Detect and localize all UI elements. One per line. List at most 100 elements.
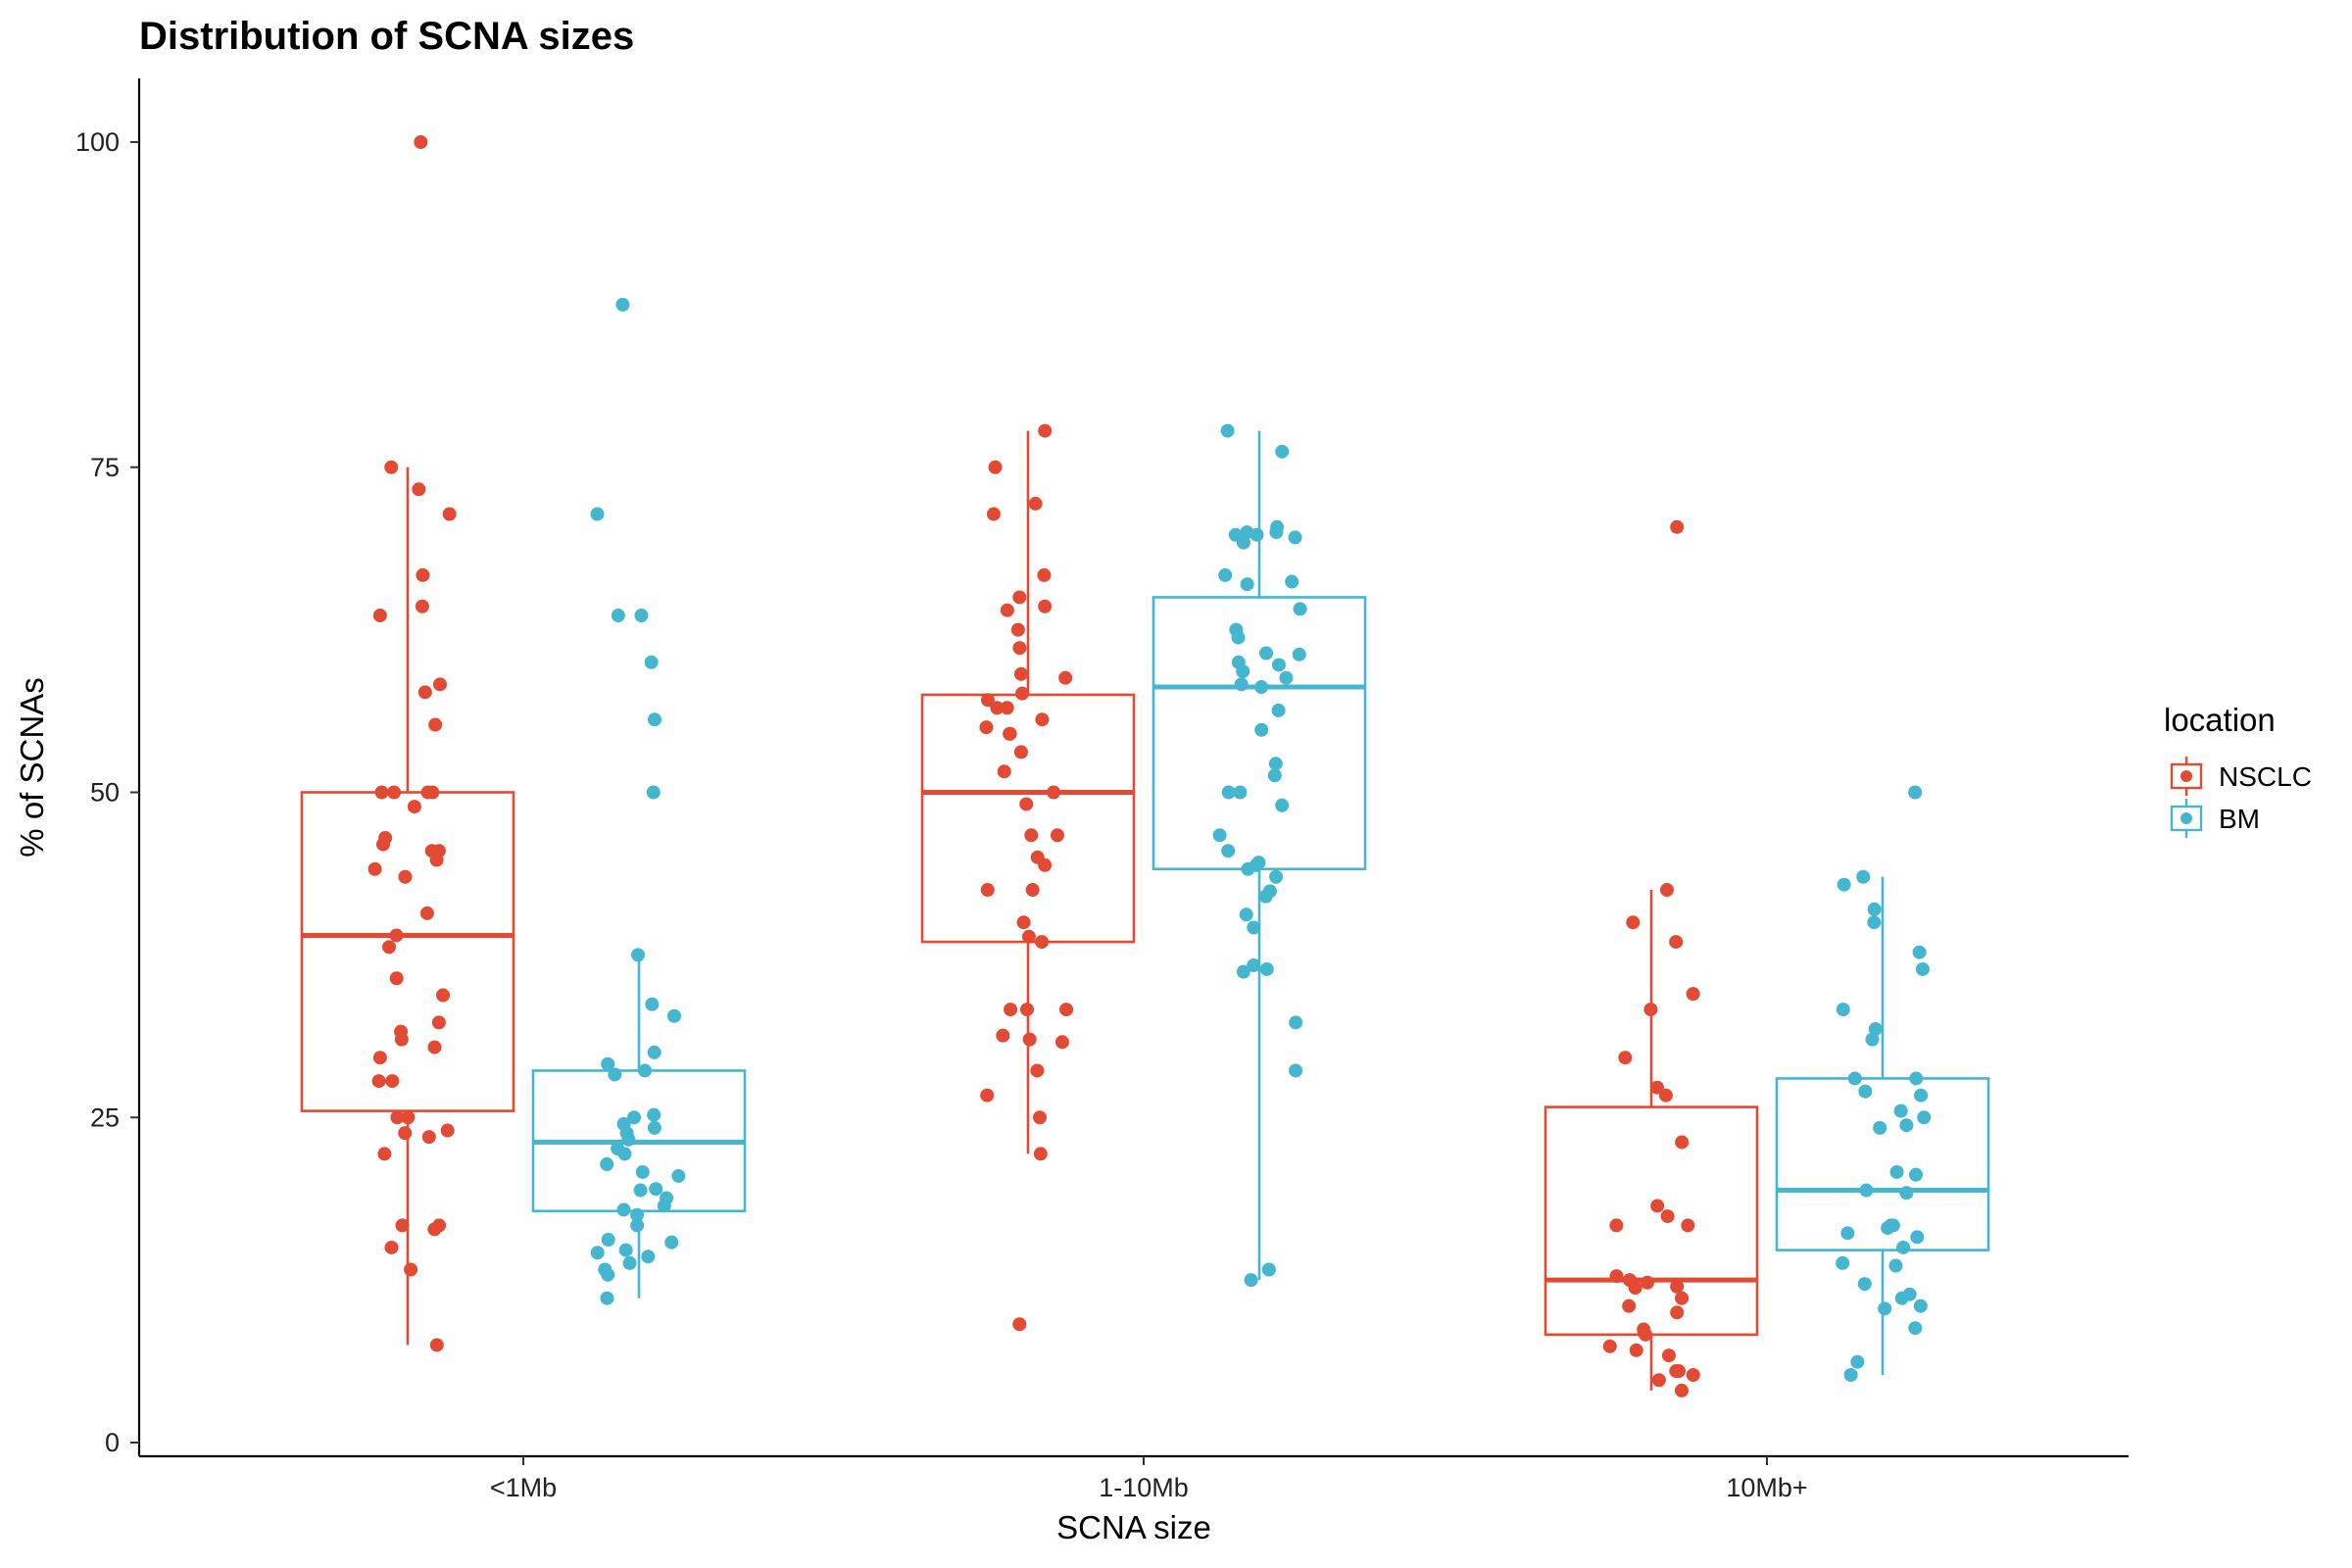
data-point-nsclc bbox=[1650, 1199, 1665, 1213]
data-point-bm bbox=[1218, 567, 1233, 582]
data-point-bm bbox=[1909, 1071, 1924, 1086]
data-point-nsclc bbox=[1035, 712, 1050, 727]
data-point-nsclc bbox=[1010, 622, 1025, 637]
legend-items: NSCLC BM bbox=[2170, 757, 2312, 838]
data-point-bm bbox=[615, 297, 630, 312]
data-point-bm bbox=[1244, 1273, 1258, 1288]
data-point-nsclc bbox=[1021, 929, 1036, 944]
data-point-bm bbox=[1868, 1022, 1883, 1037]
data-point-bm bbox=[1867, 902, 1882, 916]
data-point-nsclc bbox=[1013, 666, 1028, 681]
chart-title: Distribution of SCNA sizes bbox=[139, 15, 634, 58]
data-point-bm bbox=[1259, 961, 1274, 976]
data-point-nsclc bbox=[1047, 785, 1061, 800]
data-point-nsclc bbox=[1618, 1051, 1633, 1065]
data-point-bm bbox=[1837, 877, 1851, 892]
data-point-nsclc bbox=[427, 1040, 442, 1054]
data-point-bm bbox=[1843, 1367, 1858, 1382]
x-tick-label: 10Mb+ bbox=[1726, 1473, 1807, 1502]
data-point-nsclc bbox=[1622, 1298, 1637, 1313]
data-point-nsclc bbox=[1038, 599, 1053, 613]
data-point-bm bbox=[590, 507, 605, 521]
data-point-nsclc bbox=[375, 837, 390, 852]
data-point-nsclc bbox=[374, 785, 389, 800]
data-point-bm bbox=[1254, 722, 1269, 737]
data-point-nsclc bbox=[372, 609, 387, 623]
data-point-nsclc bbox=[395, 1218, 410, 1233]
data-point-bm bbox=[647, 1107, 662, 1122]
data-point-bm bbox=[1275, 798, 1290, 812]
data-point-bm bbox=[1247, 920, 1261, 935]
data-point-nsclc bbox=[1670, 1279, 1685, 1294]
data-point-nsclc bbox=[1030, 1063, 1045, 1078]
data-point-nsclc bbox=[1035, 935, 1050, 950]
data-point-nsclc bbox=[382, 940, 397, 955]
data-point-bm bbox=[1267, 768, 1282, 783]
data-point-nsclc bbox=[1675, 1291, 1690, 1305]
data-point-nsclc bbox=[1016, 915, 1031, 930]
data-point-bm bbox=[1259, 646, 1274, 661]
data-point-nsclc bbox=[1028, 496, 1043, 511]
points-layer bbox=[368, 135, 1932, 1397]
data-point-nsclc bbox=[414, 135, 428, 149]
data-point-bm bbox=[1288, 530, 1302, 545]
data-point-nsclc bbox=[385, 1074, 400, 1089]
data-point-nsclc bbox=[429, 1338, 444, 1352]
data-point-nsclc bbox=[1033, 1147, 1048, 1161]
boxplot-nsclc-2 bbox=[1544, 890, 1759, 1391]
data-point-bm bbox=[1268, 757, 1283, 771]
data-point-bm bbox=[1293, 602, 1307, 616]
x-axis-ticks: <1Mb 1-10Mb 10Mb+ bbox=[490, 1456, 1808, 1502]
data-point-nsclc bbox=[417, 685, 432, 700]
data-point-bm bbox=[1236, 535, 1250, 550]
data-point-bm bbox=[1847, 1071, 1862, 1086]
data-point-bm bbox=[1865, 1032, 1880, 1047]
data-point-bm bbox=[1261, 1262, 1276, 1277]
data-point-bm bbox=[1271, 703, 1286, 717]
data-point-bm bbox=[1859, 1183, 1874, 1198]
data-point-nsclc bbox=[384, 1240, 399, 1254]
data-point-nsclc bbox=[371, 1074, 386, 1089]
data-point-nsclc bbox=[1000, 701, 1014, 715]
data-point-nsclc bbox=[1037, 567, 1052, 582]
box-iqr bbox=[300, 791, 515, 1112]
y-tick-label: 100 bbox=[75, 127, 120, 157]
data-point-bm bbox=[647, 712, 662, 727]
data-point-nsclc bbox=[1659, 883, 1674, 898]
data-point-nsclc bbox=[1649, 1080, 1664, 1095]
data-point-nsclc bbox=[1012, 641, 1027, 656]
data-point-bm bbox=[622, 1255, 637, 1270]
data-point-nsclc bbox=[1660, 1209, 1675, 1224]
data-point-nsclc bbox=[1019, 797, 1034, 811]
data-point-nsclc bbox=[398, 869, 413, 884]
data-point-bm bbox=[1915, 961, 1930, 976]
data-point-nsclc bbox=[1015, 686, 1030, 701]
data-point-bm bbox=[1881, 1221, 1895, 1236]
data-point-bm bbox=[1233, 785, 1248, 800]
data-point-bm bbox=[621, 1132, 636, 1147]
data-point-bm bbox=[647, 1120, 662, 1135]
data-point-nsclc bbox=[1670, 519, 1685, 534]
data-point-nsclc bbox=[1609, 1269, 1624, 1284]
data-point-bm bbox=[1840, 1226, 1855, 1241]
data-point-nsclc bbox=[1038, 423, 1053, 438]
data-point-bm bbox=[1221, 785, 1236, 800]
data-point-nsclc bbox=[1022, 1032, 1037, 1047]
data-point-bm bbox=[611, 609, 625, 623]
box-iqr bbox=[1544, 1105, 1759, 1337]
data-point-bm bbox=[618, 1243, 633, 1257]
y-axis-title: % of SCNAs bbox=[14, 677, 50, 857]
data-point-nsclc bbox=[387, 785, 402, 800]
data-point-bm bbox=[590, 1246, 605, 1260]
data-point-nsclc bbox=[436, 988, 451, 1003]
data-point-nsclc bbox=[412, 482, 426, 497]
data-point-nsclc bbox=[394, 1032, 409, 1047]
data-point-nsclc bbox=[425, 785, 440, 800]
data-point-bm bbox=[1289, 1063, 1303, 1078]
data-point-bm bbox=[1247, 957, 1261, 972]
data-point-bm bbox=[1896, 1240, 1911, 1254]
data-point-nsclc bbox=[1626, 915, 1641, 930]
data-point-nsclc bbox=[416, 567, 430, 582]
data-point-bm bbox=[1236, 964, 1250, 979]
